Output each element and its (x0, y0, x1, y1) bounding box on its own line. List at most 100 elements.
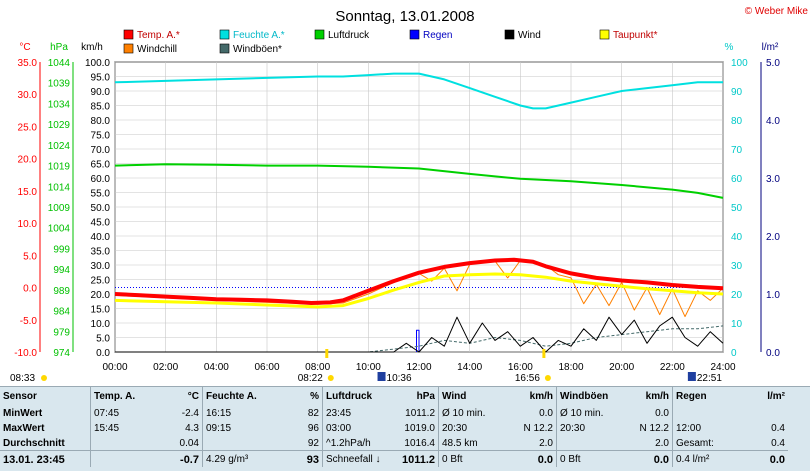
stat-label: Ø 10 min. (442, 408, 486, 419)
table-cell: 12:00 0.4 (672, 420, 788, 435)
legend-swatch (123, 43, 134, 54)
wind-tick-label: 50.0 (91, 203, 111, 214)
table-cell: 48.5 km 2.0 (438, 435, 556, 450)
wind-tick-label: 25.0 (91, 276, 111, 287)
temp-axis-unit: °C (19, 42, 30, 53)
stat-value: 1019.0 (404, 423, 435, 434)
table-cell: Schneefall ↓ 1011.2 (322, 450, 438, 467)
stat-label: Ø 10 min. (560, 408, 604, 419)
legend-swatch (409, 29, 420, 40)
pressure-tick-label: 1044 (48, 58, 71, 69)
stat-label: 20:30 (442, 423, 468, 434)
pressure-tick-label: 979 (53, 327, 70, 338)
current-value: 1011.2 (401, 454, 435, 466)
stat-value: -2.4 (181, 408, 199, 419)
stat-value: 2.0 (539, 438, 553, 449)
legend-label: Windböen* (233, 44, 282, 55)
stat-label: 15:45 (94, 423, 120, 434)
temp-tick-label: 10.0 (18, 219, 38, 230)
moon-time-label: 10:36 (387, 373, 412, 384)
wind-tick-label: 70.0 (91, 145, 111, 156)
table-cell: 23:45 1011.2 (322, 405, 438, 420)
header-wind-unit: km/h (529, 391, 553, 402)
pressure-axis-unit: hPa (50, 42, 68, 53)
moon-icon (377, 372, 386, 381)
stat-value: 82 (307, 408, 319, 419)
stat-value: 0.0 (655, 408, 669, 419)
row-title-label: MinWert (3, 408, 43, 419)
table-cell: Ø 10 min. 0.0 (438, 405, 556, 420)
table-cell: 15:45 4.3 (90, 420, 202, 435)
table-cell: Durchschnitt (0, 435, 90, 450)
table-cell: 13.01. 23:45 (0, 450, 90, 467)
stat-value: N 12.2 (639, 423, 669, 434)
wind-tick-label: 0.0 (96, 348, 110, 359)
humidity-tick-label: 90 (731, 87, 743, 98)
humidity-tick-label: 40 (731, 232, 743, 243)
pressure-tick-label: 984 (53, 307, 70, 318)
stat-value: 0.0 (539, 408, 553, 419)
table-cell: 16:15 82 (202, 405, 322, 420)
sun-icon (327, 375, 334, 381)
sun-icon (41, 375, 47, 381)
rain-tick-label: 2.0 (766, 232, 780, 243)
header-pressure: Luftdruck (326, 391, 373, 402)
humidity-axis-unit: % (725, 42, 734, 53)
stat-value: 2.0 (655, 438, 669, 449)
humidity-tick-label: 20 (731, 290, 743, 301)
temp-tick-label: 35.0 (18, 58, 38, 69)
stat-label: 20:30 (560, 423, 586, 434)
rain-axis-unit: l/m² (762, 42, 779, 53)
wind-tick-label: 85.0 (91, 102, 111, 113)
current-value: -0.7 (180, 454, 199, 466)
wind-tick-label: 80.0 (91, 116, 111, 127)
stat-label: 12:00 (676, 423, 702, 434)
series-line-feuchtea (114, 72, 723, 110)
current-value: 0.0 (769, 454, 785, 466)
x-tick-label: 02:00 (153, 362, 178, 373)
series-line-luftdruck (114, 163, 724, 199)
wind-tick-label: 20.0 (91, 290, 111, 301)
wind-tick-label: 100.0 (85, 58, 110, 69)
series-line-regen (416, 329, 420, 352)
pressure-tick-label: 974 (53, 348, 70, 359)
legend-swatch (219, 29, 230, 40)
legend-label: Windchill (137, 44, 177, 55)
wind-tick-label: 10.0 (91, 319, 111, 330)
series-line-windben (115, 325, 724, 353)
rain-tick-label: 1.0 (766, 290, 780, 301)
wind-tick-label: 40.0 (91, 232, 111, 243)
rain-tick-label: 3.0 (766, 174, 780, 185)
copyright-label: © Weber Mike (745, 6, 809, 17)
moon-time-label: 22:51 (697, 373, 722, 384)
legend-label: Luftdruck (328, 30, 370, 41)
header-temp-unit: °C (187, 391, 199, 402)
stat-label: 16:15 (206, 408, 232, 419)
table-row: Durchschnitt 0.04 92 ^1.2hPa/h 1016.4 48.5 km… (0, 435, 810, 450)
table-cell: 0 Bft 0.0 (438, 450, 556, 467)
wind-tick-label: 95.0 (91, 73, 111, 84)
table-cell: 0 Bft 0.0 (556, 450, 672, 467)
series-line-taupunkt (114, 272, 724, 309)
stat-value: 1016.4 (404, 438, 435, 449)
stat-value: 92 (307, 438, 319, 449)
wind-tick-label: 55.0 (91, 189, 111, 200)
series-line-wind (115, 316, 724, 353)
x-tick-label: 18:00 (558, 362, 583, 373)
temp-tick-label: 15.0 (18, 187, 38, 198)
temp-tick-label: 25.0 (18, 122, 38, 133)
pressure-tick-label: 1029 (48, 120, 71, 131)
humidity-tick-label: 60 (731, 174, 743, 185)
row-title-label: MaxWert (3, 423, 45, 434)
stat-value: 0.04 (179, 438, 199, 449)
legend-label: Feuchte A.* (233, 30, 285, 41)
header-gusts: Windböen (560, 391, 609, 402)
stat-value: N 12.2 (523, 423, 553, 434)
stat-value: 0.4 (771, 438, 785, 449)
legend-swatch (219, 43, 230, 54)
x-tick-label: 14:00 (457, 362, 482, 373)
legend-label: Taupunkt* (613, 30, 658, 41)
header-rain: Regen (676, 391, 707, 402)
x-tick-label: 06:00 (254, 362, 279, 373)
table-cell: 09:15 96 (202, 420, 322, 435)
